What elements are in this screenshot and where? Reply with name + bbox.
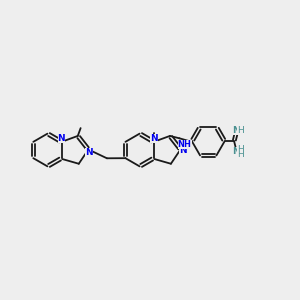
Text: H: H <box>237 145 244 154</box>
Text: NH: NH <box>178 140 192 149</box>
Text: H: H <box>237 126 244 135</box>
Text: N: N <box>150 134 158 143</box>
Text: N: N <box>232 148 240 157</box>
Text: N: N <box>58 134 65 143</box>
Text: H: H <box>237 150 244 159</box>
Text: N: N <box>232 126 240 135</box>
Text: N: N <box>179 146 187 154</box>
Text: N: N <box>85 148 93 157</box>
